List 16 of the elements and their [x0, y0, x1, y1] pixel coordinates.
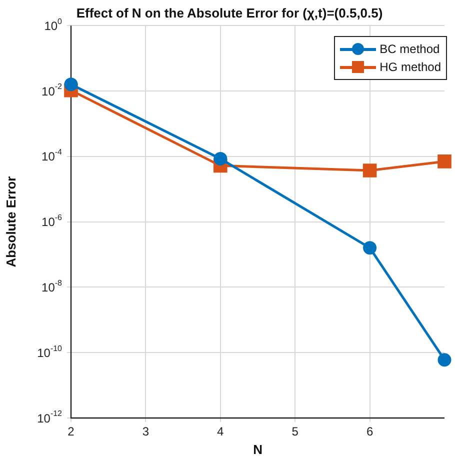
point: [64, 78, 78, 92]
point: [363, 241, 377, 255]
x-tick-label: 4: [217, 424, 224, 439]
point: [438, 353, 452, 367]
y-axis-title: Absolute Error: [3, 176, 18, 268]
x-tick-label: 2: [68, 424, 75, 439]
x-tick-label: 5: [292, 424, 299, 439]
point: [438, 154, 452, 168]
point: [362, 164, 377, 178]
point: [214, 152, 228, 166]
chart-title: Effect of N on the Absolute Error for (χ,t)=(0.5,0.5): [76, 5, 383, 20]
legend-label: HG method: [380, 60, 441, 74]
x-axis-title: N: [253, 442, 262, 457]
x-tick-label: 6: [366, 424, 374, 439]
x-tick-label: 3: [142, 424, 150, 439]
legend-label: BC method: [380, 42, 440, 56]
